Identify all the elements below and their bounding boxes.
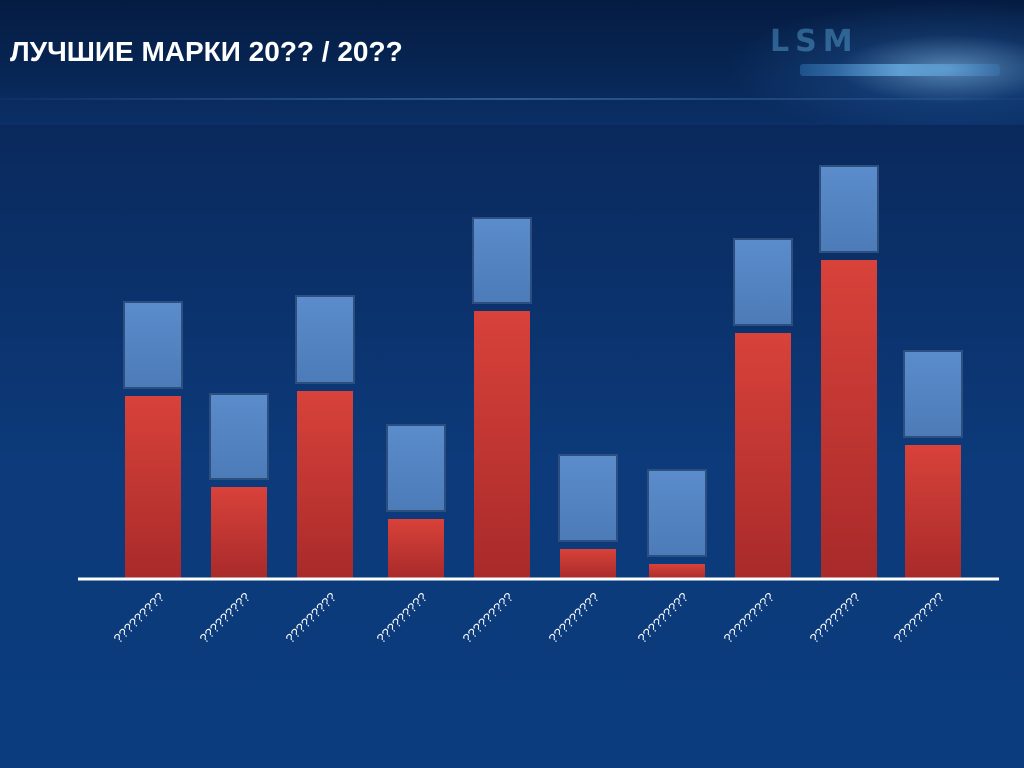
bar-red-9 — [821, 260, 877, 579]
bar-blue-4 — [386, 424, 446, 512]
bar-red-6 — [560, 549, 616, 579]
bar-red-8 — [735, 333, 791, 579]
category-label-10: ????????? — [890, 590, 947, 647]
category-label-3: ????????? — [282, 590, 339, 647]
bar-red-5 — [474, 311, 530, 579]
category-label-2: ????????? — [196, 590, 253, 647]
category-label-9: ????????? — [806, 590, 863, 647]
category-label-5: ????????? — [459, 590, 516, 647]
category-label-1: ????????? — [110, 590, 167, 647]
bar-blue-5 — [472, 217, 532, 304]
page-title: ЛУЧШИЕ МАРКИ 20?? / 20?? — [10, 36, 403, 67]
bar-red-10 — [905, 445, 961, 579]
category-label-4: ????????? — [373, 590, 430, 647]
category-labels-group: ????????????????????????????????????????… — [110, 590, 947, 647]
bar-red-2 — [211, 487, 267, 579]
bars-group — [123, 165, 963, 579]
category-label-6: ????????? — [545, 590, 602, 647]
banner-glow-line — [0, 98, 1024, 100]
bar-red-7 — [649, 564, 705, 579]
bar-blue-3 — [295, 295, 355, 384]
bar-blue-8 — [733, 238, 793, 326]
category-label-8: ????????? — [720, 590, 777, 647]
logo-glow — [724, 0, 1024, 125]
bar-blue-1 — [123, 301, 183, 389]
bar-blue-2 — [209, 393, 269, 480]
category-label-7: ????????? — [634, 590, 691, 647]
bar-red-3 — [297, 391, 353, 579]
bar-red-1 — [125, 396, 181, 579]
brand-logo: LSM — [770, 24, 859, 59]
bar-red-4 — [388, 519, 444, 579]
bar-blue-7 — [647, 469, 707, 557]
bar-blue-6 — [558, 454, 618, 542]
brand-logo-bar — [800, 64, 1000, 76]
bar-blue-10 — [903, 350, 963, 438]
bar-blue-9 — [819, 165, 879, 253]
